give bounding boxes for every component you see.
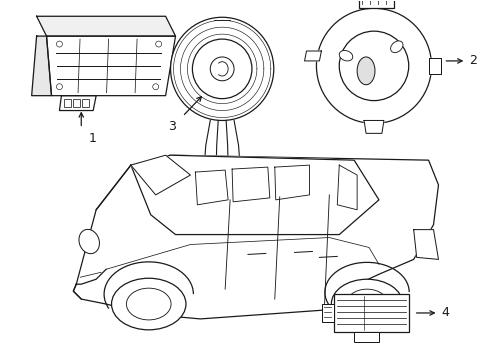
Polygon shape bbox=[304, 51, 321, 61]
Circle shape bbox=[316, 8, 431, 123]
Polygon shape bbox=[131, 155, 190, 195]
Bar bbox=[353, 332, 378, 342]
Circle shape bbox=[152, 84, 158, 90]
Circle shape bbox=[56, 41, 62, 47]
Polygon shape bbox=[364, 121, 383, 133]
Circle shape bbox=[170, 17, 273, 121]
Polygon shape bbox=[73, 155, 438, 319]
Text: 3: 3 bbox=[167, 121, 175, 134]
Bar bbox=[82, 99, 89, 107]
Bar bbox=[334, 294, 408, 332]
Circle shape bbox=[339, 31, 408, 100]
Bar bbox=[223, 165, 233, 177]
Bar bbox=[211, 165, 221, 177]
Ellipse shape bbox=[339, 50, 352, 61]
Polygon shape bbox=[46, 36, 175, 96]
Bar bbox=[73, 99, 80, 107]
Ellipse shape bbox=[111, 278, 185, 330]
Circle shape bbox=[192, 39, 251, 99]
Bar bbox=[322, 304, 334, 322]
Circle shape bbox=[210, 57, 234, 81]
Polygon shape bbox=[413, 230, 438, 260]
Bar bbox=[64, 99, 71, 107]
Text: 4: 4 bbox=[441, 306, 448, 319]
Bar bbox=[358, 0, 393, 8]
Circle shape bbox=[155, 41, 162, 47]
Polygon shape bbox=[232, 167, 269, 202]
Text: 1: 1 bbox=[88, 132, 96, 145]
Polygon shape bbox=[274, 165, 309, 200]
Bar bbox=[199, 165, 209, 177]
Ellipse shape bbox=[331, 279, 402, 329]
Polygon shape bbox=[60, 96, 96, 111]
Ellipse shape bbox=[356, 57, 374, 85]
Ellipse shape bbox=[126, 288, 171, 320]
Polygon shape bbox=[337, 165, 356, 210]
Circle shape bbox=[56, 84, 62, 90]
Ellipse shape bbox=[390, 41, 402, 53]
Bar bbox=[235, 165, 244, 177]
Ellipse shape bbox=[79, 229, 99, 254]
Polygon shape bbox=[195, 170, 228, 205]
Text: 2: 2 bbox=[468, 54, 476, 67]
Polygon shape bbox=[37, 16, 175, 36]
Polygon shape bbox=[32, 36, 51, 96]
Polygon shape bbox=[131, 155, 378, 235]
Polygon shape bbox=[427, 58, 441, 74]
Ellipse shape bbox=[346, 289, 387, 319]
